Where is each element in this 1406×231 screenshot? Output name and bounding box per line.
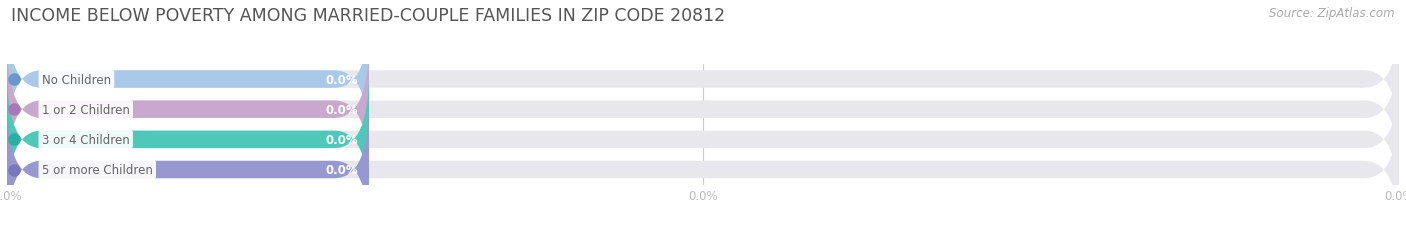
Text: 0.0%: 0.0% xyxy=(325,133,357,146)
Text: 0.0%: 0.0% xyxy=(325,73,357,86)
Text: No Children: No Children xyxy=(42,73,111,86)
FancyBboxPatch shape xyxy=(7,13,368,146)
FancyBboxPatch shape xyxy=(7,13,1399,146)
Text: INCOME BELOW POVERTY AMONG MARRIED-COUPLE FAMILIES IN ZIP CODE 20812: INCOME BELOW POVERTY AMONG MARRIED-COUPL… xyxy=(11,7,725,25)
Text: 5 or more Children: 5 or more Children xyxy=(42,163,153,176)
FancyBboxPatch shape xyxy=(7,103,1399,231)
Text: Source: ZipAtlas.com: Source: ZipAtlas.com xyxy=(1270,7,1395,20)
Text: 0.0%: 0.0% xyxy=(325,163,357,176)
Text: 3 or 4 Children: 3 or 4 Children xyxy=(42,133,129,146)
FancyBboxPatch shape xyxy=(7,43,368,176)
Text: 1 or 2 Children: 1 or 2 Children xyxy=(42,103,129,116)
FancyBboxPatch shape xyxy=(7,73,1399,206)
FancyBboxPatch shape xyxy=(7,43,1399,176)
Text: 0.0%: 0.0% xyxy=(325,103,357,116)
FancyBboxPatch shape xyxy=(7,73,368,206)
FancyBboxPatch shape xyxy=(7,103,368,231)
